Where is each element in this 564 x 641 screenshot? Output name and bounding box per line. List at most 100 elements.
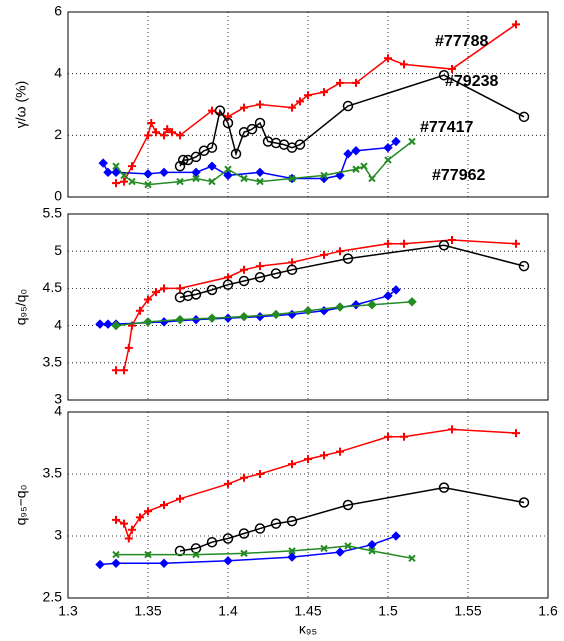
- marker: [304, 455, 312, 464]
- plot-frame: [67, 213, 549, 401]
- marker: [190, 543, 202, 554]
- marker: [344, 542, 352, 550]
- marker: [367, 300, 377, 310]
- marker: [177, 154, 189, 166]
- series-label: #79238: [445, 73, 498, 90]
- marker: [98, 158, 108, 168]
- marker: [190, 151, 202, 163]
- marker: [136, 513, 144, 522]
- marker: [152, 128, 160, 137]
- marker: [240, 174, 248, 183]
- y-tick-label: 4: [54, 64, 62, 80]
- marker: [222, 533, 234, 544]
- marker: [286, 515, 298, 527]
- marker: [296, 97, 304, 106]
- marker: [254, 523, 266, 534]
- marker: [448, 65, 456, 74]
- marker: [262, 136, 274, 147]
- marker: [230, 148, 242, 160]
- marker: [320, 171, 328, 180]
- marker: [159, 558, 169, 568]
- series-line: [179, 486, 525, 552]
- marker: [351, 146, 361, 156]
- series-line: [100, 289, 397, 325]
- x-tick-label: 1.55: [454, 603, 481, 619]
- marker: [368, 174, 376, 183]
- marker: [391, 136, 401, 147]
- marker: [168, 128, 176, 137]
- marker: [288, 174, 296, 183]
- marker: [120, 177, 128, 186]
- marker: [238, 275, 250, 287]
- marker: [240, 265, 248, 274]
- marker: [120, 519, 128, 528]
- marker: [342, 100, 354, 112]
- marker: [342, 499, 354, 511]
- marker: [111, 167, 121, 178]
- marker: [408, 554, 416, 563]
- marker: [120, 171, 128, 180]
- marker: [383, 291, 393, 301]
- marker: [352, 78, 360, 87]
- marker: [288, 547, 296, 555]
- series-line: [115, 301, 413, 327]
- marker: [400, 60, 408, 69]
- marker: [288, 460, 296, 469]
- y-tick-label: 4: [54, 316, 62, 332]
- marker: [112, 515, 120, 524]
- marker: [224, 479, 232, 488]
- marker: [256, 177, 264, 186]
- marker: [239, 311, 249, 322]
- marker: [222, 117, 234, 129]
- marker: [112, 366, 120, 375]
- marker: [270, 268, 282, 279]
- marker: [270, 137, 282, 149]
- marker: [174, 160, 186, 172]
- marker: [304, 91, 312, 100]
- marker: [124, 534, 133, 543]
- marker: [384, 156, 392, 164]
- marker: [143, 317, 153, 327]
- marker: [438, 482, 450, 493]
- marker: [190, 289, 202, 300]
- marker: [288, 103, 296, 112]
- marker: [512, 20, 520, 29]
- plot-frame: [67, 411, 549, 599]
- marker: [95, 319, 105, 329]
- y-axis-label: γ/ω (%): [13, 81, 29, 128]
- x-axis-label: κ₉₅: [299, 621, 317, 637]
- plot-frame: [67, 11, 549, 198]
- marker: [335, 547, 345, 557]
- marker: [206, 536, 218, 548]
- marker: [175, 314, 185, 325]
- marker: [224, 112, 232, 121]
- marker: [223, 170, 233, 181]
- marker: [206, 284, 218, 296]
- marker: [438, 69, 450, 81]
- marker: [256, 262, 264, 271]
- marker: [112, 550, 120, 559]
- marker: [95, 559, 105, 570]
- y-axis-label: q₉₅−q₀: [13, 484, 29, 525]
- marker: [176, 494, 184, 503]
- marker: [223, 556, 233, 566]
- marker: [192, 174, 200, 183]
- marker: [147, 119, 156, 127]
- marker: [176, 177, 184, 186]
- x-tick-label: 1.3: [58, 603, 78, 619]
- marker: [438, 239, 450, 251]
- y-tick-label: 6: [54, 3, 62, 19]
- marker: [336, 247, 344, 256]
- y-tick-label: 2: [54, 126, 62, 142]
- marker: [343, 149, 353, 159]
- marker: [320, 544, 328, 553]
- marker: [207, 161, 217, 171]
- marker: [448, 425, 456, 434]
- marker: [407, 297, 417, 307]
- marker: [160, 501, 168, 509]
- marker: [512, 429, 520, 438]
- marker: [342, 253, 354, 264]
- marker: [174, 545, 186, 557]
- series-label: #77962: [432, 167, 485, 184]
